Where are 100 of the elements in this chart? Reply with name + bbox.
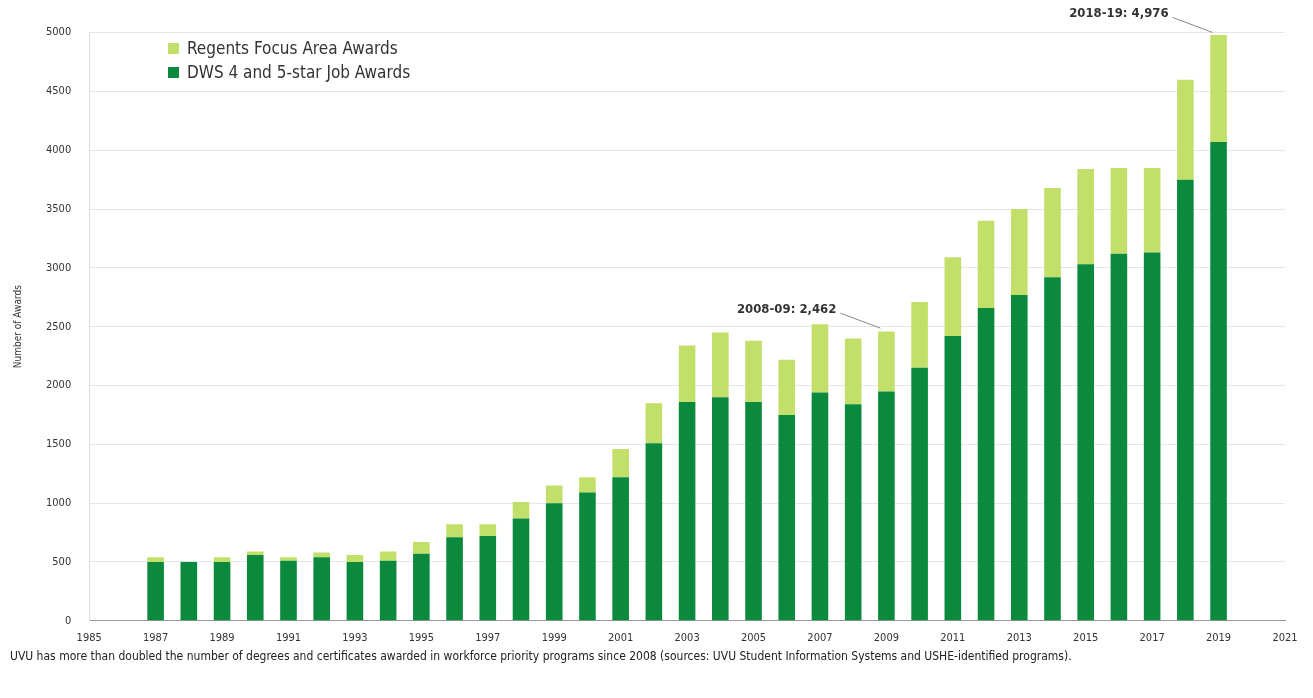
bar	[944, 336, 962, 621]
bar	[1177, 79, 1194, 180]
bar	[545, 503, 563, 621]
x-tick-label: 1995	[408, 631, 434, 645]
bar	[612, 449, 629, 478]
bar	[745, 401, 762, 621]
bar	[745, 340, 762, 402]
bar	[878, 331, 895, 392]
bar	[512, 501, 530, 519]
y-tick-label: 0	[64, 613, 72, 627]
bar	[977, 307, 995, 621]
x-tick-label: 1985	[76, 631, 102, 645]
y-axis-title: Number of Awards	[11, 284, 23, 369]
bar	[844, 338, 862, 405]
bar	[645, 443, 663, 621]
bar	[346, 554, 364, 562]
bar	[346, 561, 364, 621]
bar	[545, 485, 563, 504]
x-tick-label: 2007	[807, 631, 833, 645]
x-tick-label: 2013	[1006, 631, 1032, 645]
bar	[280, 560, 297, 621]
bar	[213, 561, 231, 621]
legend-label: DWS 4 and 5-star Job Awards	[187, 61, 411, 84]
x-tick-label: 2017	[1139, 631, 1165, 645]
bar	[446, 537, 463, 621]
bar	[1177, 179, 1194, 621]
x-tick-label: 2011	[940, 631, 966, 645]
x-tick-label: 1991	[275, 631, 302, 645]
bar	[446, 524, 463, 538]
bar	[479, 536, 497, 621]
bar	[678, 401, 696, 621]
bar	[479, 524, 497, 537]
y-tick-label: 3500	[45, 201, 72, 215]
bar	[313, 557, 331, 621]
x-tick-label: 2005	[740, 631, 767, 645]
bar	[1077, 169, 1094, 265]
y-tick-label: 3000	[45, 260, 72, 274]
bar	[413, 541, 430, 554]
bar	[1210, 142, 1227, 621]
bar	[147, 561, 164, 621]
bar	[977, 220, 995, 308]
x-tick-label: 1989	[209, 631, 235, 645]
bar	[180, 561, 198, 621]
bar	[213, 557, 231, 562]
bar	[844, 404, 862, 621]
x-tick-label: 1993	[342, 631, 368, 645]
bar	[1143, 252, 1161, 621]
y-tick-label: 2500	[45, 319, 72, 333]
y-tick-label: 4500	[45, 84, 72, 98]
bar	[1210, 34, 1227, 143]
bar	[246, 554, 264, 621]
annotation: 2008-09: 2,462	[736, 300, 837, 316]
x-tick-label: 2003	[674, 631, 700, 645]
bar	[712, 332, 729, 398]
bar	[778, 359, 796, 415]
legend-label: Regents Focus Area Awards	[187, 37, 398, 60]
x-tick-label: 1987	[143, 631, 169, 645]
bar	[1044, 187, 1061, 278]
bar	[678, 345, 696, 402]
annotation: 2018-19: 4,976	[1069, 4, 1169, 20]
x-tick-label: 2009	[873, 631, 899, 645]
bar	[911, 302, 928, 368]
bar	[878, 391, 895, 621]
y-tick-label: 1000	[45, 496, 72, 510]
x-tick-label: 1999	[541, 631, 567, 645]
y-tick-label: 4000	[45, 143, 72, 157]
x-tick-label: 2015	[1073, 631, 1099, 645]
bar	[1010, 209, 1028, 295]
bar	[579, 477, 596, 493]
bar	[1010, 294, 1028, 621]
bar	[246, 551, 264, 555]
text: UVU has more than doubled the number of degrees and certificates awarded in workforce priority programs since 2008 (sources: UVU Student Information Systems and USHE-identified programs).	[9, 648, 1073, 664]
bar	[379, 551, 397, 561]
bar	[1110, 167, 1128, 254]
bar	[712, 397, 729, 621]
bar	[645, 403, 663, 444]
bar	[612, 477, 629, 621]
bar	[280, 557, 297, 561]
bar	[579, 492, 596, 621]
bar	[379, 560, 397, 621]
x-tick-label: 1997	[475, 631, 501, 645]
bar	[911, 367, 928, 621]
x-tick-label: 2021	[1272, 631, 1298, 645]
bar	[512, 518, 530, 621]
bar	[811, 392, 829, 621]
x-tick-label: 2019	[1205, 631, 1232, 645]
bar	[1110, 253, 1128, 621]
y-tick-label: 2000	[45, 378, 72, 392]
bar	[147, 557, 164, 562]
y-tick-label: 500	[52, 554, 72, 568]
bar	[778, 414, 796, 621]
bar	[811, 324, 829, 393]
x-tick-label: 2001	[608, 631, 634, 645]
bar	[944, 257, 962, 337]
bar	[1077, 264, 1094, 621]
bar	[1044, 277, 1061, 621]
y-tick-label: 5000	[45, 25, 72, 39]
bar	[413, 553, 430, 621]
bar	[1143, 167, 1161, 253]
y-tick-label: 1500	[45, 437, 72, 451]
